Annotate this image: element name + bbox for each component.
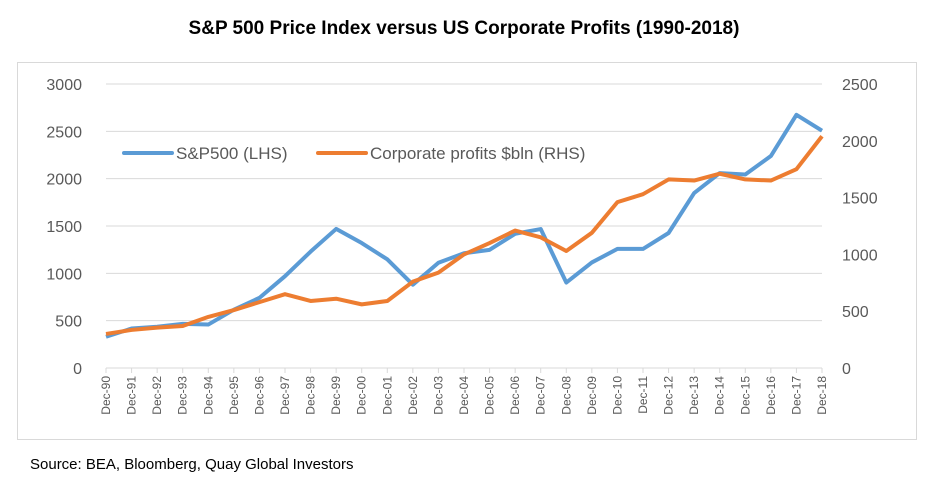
right-axis-tick-label: 1500: [842, 191, 878, 208]
x-axis-tick-label: Dec-09: [585, 376, 599, 415]
x-axis-tick-label: Dec-99: [329, 376, 343, 415]
x-axis-tick-label: Dec-91: [125, 376, 139, 415]
left-axis-tick-label: 1000: [46, 266, 82, 283]
right-axis-tick-label: 1000: [842, 247, 878, 264]
x-axis-tick-label: Dec-94: [201, 376, 215, 415]
x-axis-tick-label: Dec-96: [252, 376, 266, 415]
x-axis-tick-label: Dec-10: [610, 376, 624, 415]
x-axis-tick-label: Dec-13: [687, 376, 701, 415]
x-axis-tick-label: Dec-15: [738, 376, 752, 415]
left-axis-tick-label: 0: [73, 361, 82, 378]
source-note: Source: BEA, Bloomberg, Quay Global Inve…: [30, 456, 354, 473]
x-axis-tick-label: Dec-01: [380, 376, 394, 415]
x-axis-tick-label: Dec-98: [304, 376, 318, 415]
x-axis-tick-label: Dec-05: [483, 376, 497, 415]
x-axis-tick-label: Dec-04: [457, 376, 471, 415]
chart-title: S&P 500 Price Index versus US Corporate …: [188, 18, 740, 39]
x-axis-tick-label: Dec-07: [534, 376, 548, 415]
right-axis-tick-label: 2500: [842, 77, 878, 94]
x-axis-tick-label: Dec-06: [508, 376, 522, 415]
x-axis-tick-label: Dec-17: [789, 376, 803, 415]
x-axis-tick-label: Dec-14: [713, 376, 727, 415]
right-axis-tick-label: 0: [842, 361, 851, 378]
left-axis-tick-label: 1500: [46, 219, 82, 236]
x-axis-tick-label: Dec-00: [355, 376, 369, 415]
x-axis-tick-label: Dec-16: [764, 376, 778, 415]
series-line-corporate-profits: [105, 135, 824, 336]
x-axis-tick-label: Dec-08: [559, 376, 573, 415]
right-axis-tick-label: 2000: [842, 134, 878, 151]
left-axis-tick-label: 500: [55, 314, 82, 331]
legend-label: Corporate profits $bln (RHS): [370, 144, 585, 163]
left-axis-tick-label: 3000: [46, 77, 82, 94]
x-axis-tick-label: Dec-11: [636, 376, 650, 414]
x-axis-tick-label: Dec-93: [176, 376, 190, 415]
x-axis-tick-label: Dec-92: [150, 376, 164, 415]
legend-label: S&P500 (LHS): [176, 144, 288, 163]
x-axis-tick-label: Dec-03: [431, 376, 445, 415]
x-axis-tick-label: Dec-12: [662, 376, 676, 415]
left-axis-tick-label: 2500: [46, 124, 82, 141]
x-axis-tick-label: Dec-97: [278, 376, 292, 415]
x-axis-tick-label: Dec-02: [406, 376, 420, 415]
x-axis-tick-label: Dec-95: [227, 376, 241, 415]
left-axis-tick-label: 2000: [46, 172, 82, 189]
x-axis-tick-label: Dec-90: [99, 376, 113, 415]
x-axis-tick-label: Dec-18: [815, 376, 829, 415]
right-axis-tick-label: 500: [842, 304, 869, 321]
chart-frame: [17, 62, 917, 440]
